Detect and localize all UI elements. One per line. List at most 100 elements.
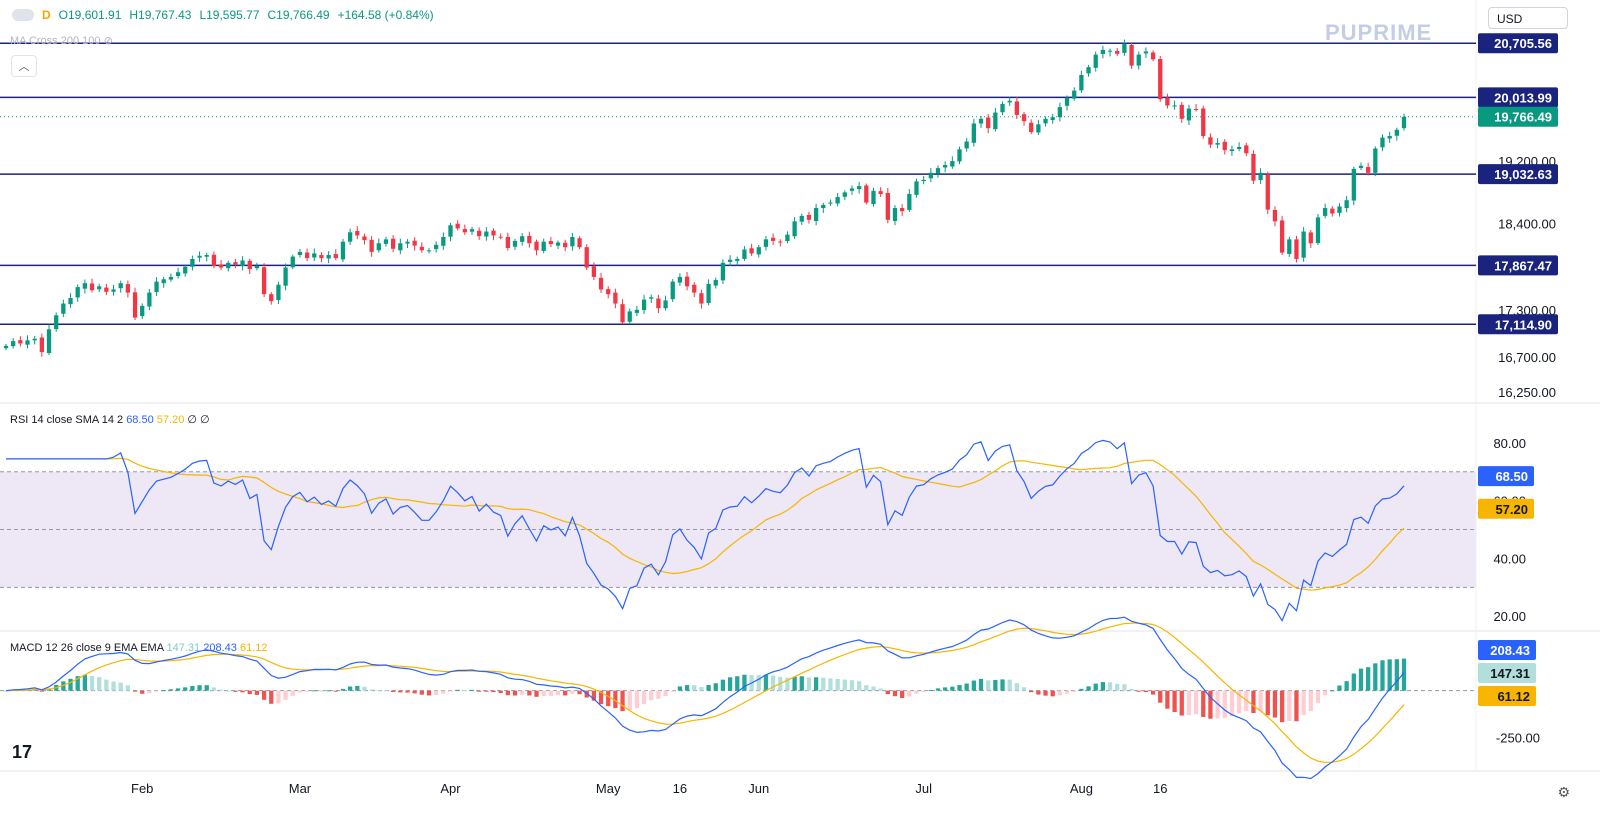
macd-histogram-bar: [856, 681, 862, 691]
candle: [1072, 90, 1077, 99]
macd-histogram-bar: [649, 690, 654, 701]
candle: [383, 239, 389, 244]
currency-select[interactable]: USD: [1488, 7, 1568, 29]
macd-histogram-bar: [355, 685, 360, 691]
candle: [828, 202, 833, 204]
candle: [1279, 220, 1285, 253]
macd-histogram-bar: [376, 690, 381, 692]
macd-histogram-bar: [498, 690, 503, 693]
macd-histogram-bar: [254, 690, 260, 695]
macd-histogram-bar: [670, 690, 675, 692]
rsi-tick-label: 20.00: [1493, 609, 1526, 624]
macd-hist-tag: [1478, 663, 1536, 683]
macd-histogram-bar: [986, 680, 991, 691]
eye-hidden-icon[interactable]: ⊘: [103, 35, 113, 47]
candle: [211, 254, 217, 266]
x-tick-label: Apr: [440, 781, 461, 796]
macd-histogram-bar: [1394, 659, 1399, 691]
candle: [520, 236, 525, 242]
candle: [218, 264, 224, 268]
candle: [297, 251, 303, 256]
macd-histogram-bar: [240, 690, 245, 693]
candle: [856, 186, 862, 190]
macd-histogram-bar: [1086, 686, 1091, 691]
candle: [1251, 153, 1256, 181]
candle: [950, 161, 955, 167]
macd-histogram-bar: [1294, 690, 1299, 722]
tradingview-logo-icon[interactable]: 17: [12, 742, 33, 762]
candle: [1401, 116, 1407, 129]
macd-histogram-bar: [627, 690, 632, 711]
macd-histogram-bar: [1115, 683, 1120, 691]
macd-histogram-bar: [727, 677, 733, 691]
candle: [434, 244, 439, 250]
macd-histogram-bar: [218, 689, 224, 691]
ma-cross-legend[interactable]: MA Cross 200 100 ⊘: [10, 34, 113, 47]
macd-histogram-bar: [921, 690, 926, 692]
macd-histogram-bar: [154, 690, 159, 692]
candle: [362, 236, 367, 241]
macd-histogram-bar: [792, 676, 797, 691]
candle: [1129, 44, 1134, 66]
candle: [756, 247, 761, 255]
candle: [1165, 97, 1170, 106]
macd-histogram-bar: [505, 690, 510, 696]
macd-histogram-bar: [735, 676, 740, 691]
candle: [154, 281, 159, 292]
macd-histogram-bar: [68, 678, 73, 691]
macd-hist-value: 147.31: [166, 642, 201, 654]
candle: [1122, 43, 1127, 53]
macd-histogram-bar: [197, 685, 202, 691]
candle: [1086, 67, 1091, 74]
macd-histogram-bar: [1258, 690, 1263, 712]
rsi-legend[interactable]: RSI 14 close SMA 14 2 68.50 57.20 ∅ ∅: [10, 413, 210, 426]
macd-histogram-bar: [692, 685, 697, 691]
macd-histogram-bar: [742, 674, 747, 691]
macd-signal-line: [5, 622, 1405, 763]
macd-histogram-bar: [684, 685, 690, 691]
x-tick-label: Feb: [131, 781, 153, 796]
candle: [892, 208, 898, 222]
x-tick-label: Mar: [289, 781, 312, 796]
candle: [964, 141, 969, 149]
candle: [907, 193, 912, 210]
candle: [140, 305, 145, 317]
interval-label[interactable]: D: [42, 8, 51, 22]
candle: [190, 258, 195, 267]
macd-legend[interactable]: MACD 12 26 close 9 EMA EMA 147.31 208.43…: [10, 642, 267, 654]
macd-histogram-bar: [326, 690, 331, 692]
candle: [283, 267, 288, 286]
macd-histogram-bar: [82, 674, 88, 691]
gear-icon[interactable]: ⚙: [1557, 784, 1570, 800]
macd-histogram-bar: [813, 677, 819, 691]
candle: [1294, 239, 1299, 259]
candle: [261, 267, 267, 295]
candle: [469, 229, 475, 232]
candle: [1344, 200, 1349, 209]
macd-histogram-bar: [1093, 683, 1098, 691]
collapse-legend-button[interactable]: ︿: [11, 55, 37, 77]
macd-histogram-bar: [1064, 690, 1070, 694]
macd-histogram-bar: [362, 686, 367, 691]
toggle-icon[interactable]: [12, 9, 34, 21]
macd-histogram-bar: [1193, 690, 1199, 715]
macd-histogram-bar: [763, 674, 769, 691]
candle: [254, 265, 260, 269]
candle: [1258, 172, 1263, 181]
candle: [333, 254, 338, 259]
macd-histogram-bar: [935, 688, 941, 691]
rsi-legend-label: RSI 14 close SMA 14 2: [10, 414, 124, 426]
level-price-label: 20,705.56: [1494, 36, 1552, 51]
macd-histogram-bar: [1014, 683, 1020, 691]
price-tick-label: 16,250.00: [1498, 385, 1556, 400]
macd-histogram-bar: [89, 676, 95, 691]
candle: [168, 276, 174, 280]
candle: [735, 258, 740, 261]
macd-histogram-bar: [1172, 690, 1177, 713]
macd-histogram-bar: [577, 690, 582, 695]
macd-histogram-bar: [1236, 690, 1242, 714]
x-tick-label: 16: [673, 781, 687, 796]
candle: [1136, 54, 1141, 66]
candle: [312, 253, 317, 258]
